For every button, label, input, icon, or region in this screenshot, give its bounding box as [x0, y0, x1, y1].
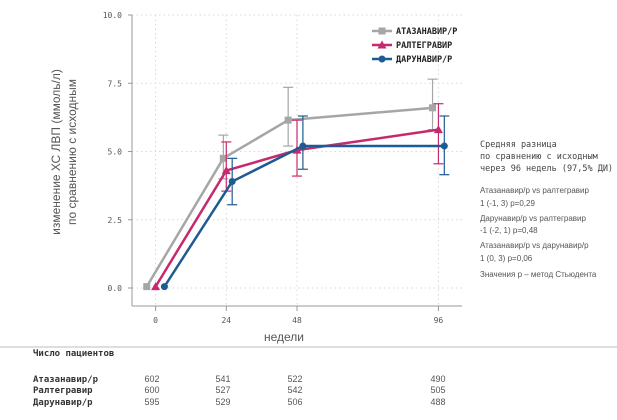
- data-point: [284, 116, 292, 124]
- table-cell: 506: [287, 397, 302, 407]
- data-point: [433, 125, 443, 134]
- data-point: [378, 55, 386, 63]
- annotation-line: Атазанавир/р vs дарунавир/р: [480, 241, 589, 250]
- data-point: [151, 282, 161, 291]
- data-point: [429, 104, 437, 112]
- table-cell: 541: [215, 374, 230, 384]
- table-cell: 542: [287, 385, 302, 395]
- data-point: [378, 27, 386, 35]
- series-line: [154, 128, 439, 288]
- x-tick-label: 96: [434, 316, 444, 325]
- table-cell: 505: [430, 385, 445, 395]
- annotation-line: Атазанавир/р vs ралтегравир: [480, 186, 589, 195]
- x-tick-label: 0: [153, 316, 158, 325]
- y-tick-label: 7.5: [108, 79, 123, 88]
- series-triangle: [151, 103, 444, 291]
- annotation-heading-2: по сравнению с исходным: [480, 152, 598, 162]
- table-cell: 600: [144, 385, 159, 395]
- data-point: [143, 283, 151, 291]
- data-point: [299, 142, 307, 150]
- annotation-block: Средняя разница по сравнению с исходным …: [480, 140, 613, 279]
- series-square: [143, 78, 438, 291]
- axes: 0.0 2.5 5.0 7.5 10.0 0 24 48 96: [103, 11, 462, 325]
- table-cell: 527: [215, 385, 230, 395]
- legend: АТАЗАНАВИР/Р РАЛТЕГРАВИР ДАРУНАВИР/Р: [372, 27, 457, 65]
- annotation-heading-1: Средняя разница: [480, 140, 557, 150]
- series-line: [145, 106, 433, 288]
- series-group: [143, 78, 450, 291]
- table-row-name: Атазанавир/р: [33, 375, 99, 385]
- table-row-name: Дарунавир/р: [33, 398, 93, 408]
- table-cell: 529: [215, 397, 230, 407]
- table-cell: 595: [144, 397, 159, 407]
- y-axis-label-line1: изменение ХС ЛВП (ммоль/л): [49, 69, 63, 235]
- legend-label: ДАРУНАВИР/Р: [396, 55, 452, 65]
- legend-label: РАЛТЕГРАВИР: [396, 41, 452, 51]
- series-circle: [160, 115, 450, 291]
- annotation-line: Значения p – метод Стьюдента: [480, 270, 597, 279]
- y-tick-label: 2.5: [108, 216, 123, 225]
- annotation-line: 1 (0, 3) p=0,06: [480, 254, 533, 263]
- data-point: [440, 142, 448, 150]
- table-cell: 488: [430, 397, 445, 407]
- annotation-line: 1 (-1, 3) p=0,29: [480, 199, 535, 208]
- x-axis-label: недели: [264, 330, 304, 344]
- patients-table: Атазанавир/р 602 541 522 490 Ралтегравир…: [33, 374, 446, 408]
- data-point: [160, 283, 168, 291]
- data-point: [377, 40, 387, 49]
- table-cell: 522: [287, 374, 302, 384]
- table-cell: 490: [430, 374, 445, 384]
- table-row-name: Ралтегравир: [33, 386, 93, 396]
- y-tick-label: 0.0: [108, 284, 123, 293]
- annotation-heading-3: через 96 недель (97,5% ДИ): [480, 164, 613, 174]
- data-point: [221, 166, 231, 175]
- y-axis-label-line2: по сравнению с исходным: [65, 79, 79, 225]
- series-line: [163, 144, 445, 288]
- x-tick-label: 24: [221, 316, 231, 325]
- data-point: [228, 178, 236, 186]
- patients-table-heading: Число пациентов: [33, 349, 114, 359]
- y-tick-label: 5.0: [108, 148, 123, 157]
- legend-label: АТАЗАНАВИР/Р: [396, 27, 457, 37]
- x-tick-label: 48: [292, 316, 302, 325]
- y-tick-label: 10.0: [103, 11, 122, 20]
- table-cell: 602: [144, 374, 159, 384]
- annotation-line: Дарунавир/р vs ралтегравир: [480, 214, 587, 223]
- data-point: [219, 154, 227, 162]
- annotation-line: -1 (-2, 1) p=0,48: [480, 226, 538, 235]
